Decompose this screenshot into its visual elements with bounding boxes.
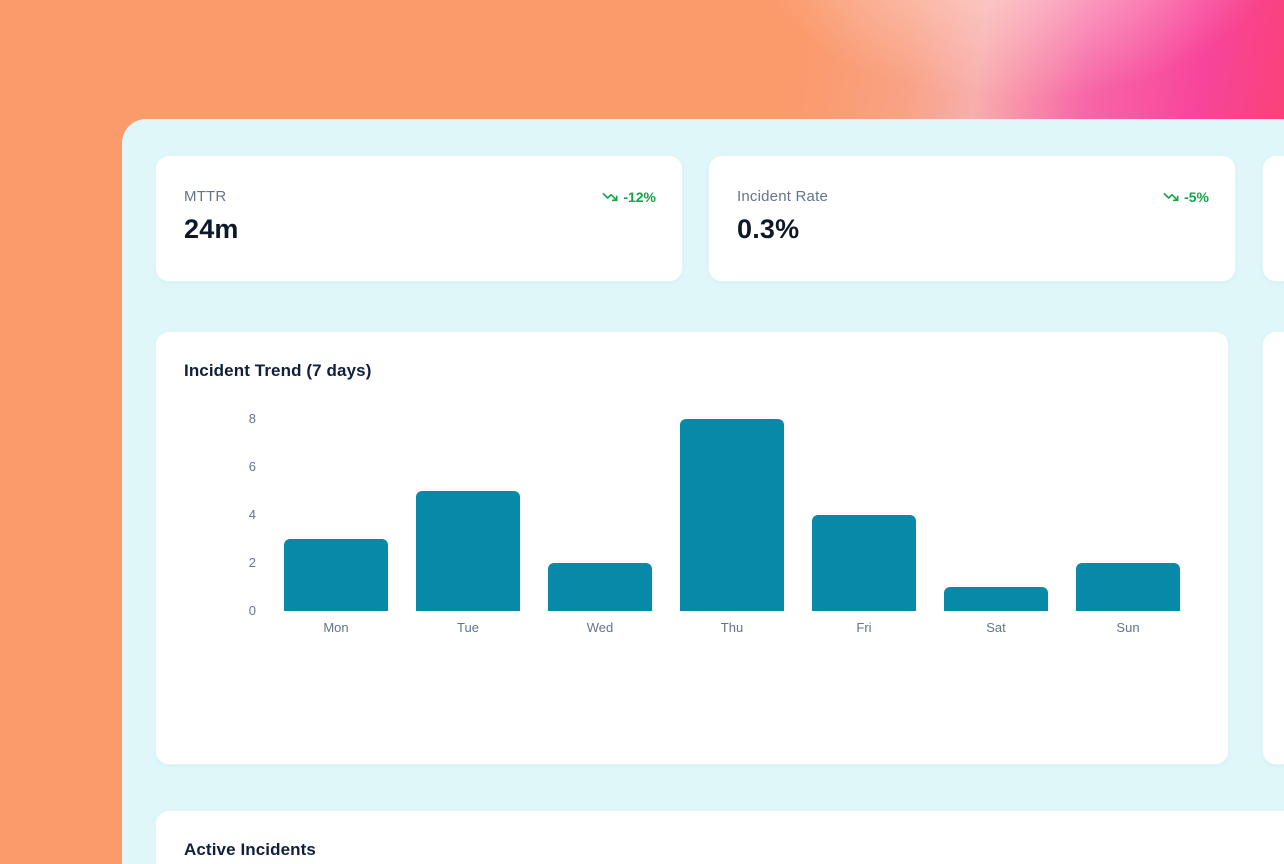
y-axis-tick-label: 8 (248, 411, 256, 426)
stat-label: MTTR (184, 188, 227, 205)
bar-wed[interactable] (548, 563, 652, 611)
stat-delta-badge: -12% (602, 189, 656, 205)
stat-card-mttr: MTTR -12% 24m (155, 155, 683, 282)
stat-card-header: Incident Rate -5% (737, 188, 1209, 205)
stat-card-header: MTTR -12% (184, 188, 656, 205)
dashboard-panel: MTTR -12% 24m Incident Rate (122, 119, 1284, 864)
y-axis-tick-label: 4 (248, 507, 256, 522)
chart-title: Incident Trend (7 days) (184, 361, 372, 380)
bar-thu[interactable] (680, 419, 784, 611)
y-axis-tick-label: 6 (248, 459, 256, 474)
bar-sun[interactable] (1076, 563, 1180, 611)
bar-chart: 0 2 4 6 8 Mon Tue Wed Thu Fri Sat Sun (156, 332, 1228, 764)
bar-mon[interactable] (284, 539, 388, 611)
incident-trend-card: Incident Trend (7 days) 0 2 4 6 8 Mon Tue Wed Th… (155, 331, 1229, 765)
card-partial-right (1262, 331, 1284, 765)
x-axis-tick-label: Thu (720, 620, 744, 635)
x-axis-tick-label: Mon (323, 620, 349, 635)
active-incidents-card: Active Incidents (155, 810, 1284, 864)
stat-delta-value: -5% (1184, 188, 1209, 205)
trending-down-icon (602, 189, 618, 205)
bar-sat[interactable] (944, 587, 1048, 611)
bar-fri[interactable] (812, 515, 916, 611)
y-axis-tick-label: 0 (248, 603, 256, 618)
incidents-title: Active Incidents (184, 840, 316, 859)
y-axis-tick-label: 2 (248, 555, 256, 570)
x-axis-tick-label: Tue (457, 620, 479, 635)
stat-card-partial (1262, 155, 1284, 282)
stat-value: 0.3% (737, 214, 800, 244)
bar-tue[interactable] (416, 491, 520, 611)
stat-delta-value: -12% (623, 188, 656, 205)
x-axis-tick-label: Wed (586, 620, 614, 635)
stat-value: 24m (184, 214, 239, 244)
stat-card-incident-rate: Incident Rate -5% 0.3% (708, 155, 1236, 282)
stat-delta-badge: -5% (1163, 189, 1209, 205)
trending-down-icon (1163, 189, 1179, 205)
stat-label: Incident Rate (737, 188, 828, 205)
x-axis-tick-label: Sat (986, 620, 1006, 635)
x-axis-tick-label: Sun (1116, 620, 1140, 635)
x-axis-tick-label: Fri (856, 620, 872, 635)
